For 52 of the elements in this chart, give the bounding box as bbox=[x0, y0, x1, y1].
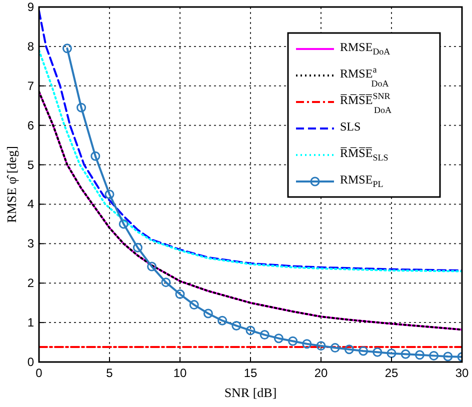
point bbox=[443, 352, 453, 362]
x-tick-label: 20 bbox=[314, 366, 328, 380]
point bbox=[189, 300, 199, 310]
point bbox=[90, 151, 100, 161]
point bbox=[302, 339, 312, 349]
point bbox=[358, 346, 368, 356]
y-tick-label: 4 bbox=[27, 197, 34, 212]
point bbox=[232, 320, 242, 330]
point bbox=[62, 44, 72, 54]
y-tick-label: 0 bbox=[27, 355, 34, 369]
x-tick-label: 30 bbox=[455, 366, 469, 380]
x-tick-label: 15 bbox=[244, 366, 258, 380]
point bbox=[414, 350, 424, 360]
x-tick-label: 25 bbox=[384, 366, 398, 380]
legend-label: SLS bbox=[340, 120, 361, 134]
point bbox=[118, 219, 128, 229]
point bbox=[288, 336, 298, 346]
x-tick-label: 0 bbox=[36, 366, 43, 380]
point bbox=[260, 330, 270, 340]
point bbox=[344, 344, 354, 354]
point bbox=[132, 242, 142, 252]
x-tick-label: 10 bbox=[173, 366, 187, 380]
y-tick-label: 7 bbox=[27, 78, 34, 93]
y-tick-label: 2 bbox=[27, 276, 34, 290]
y-tick-label: 1 bbox=[27, 316, 34, 330]
point bbox=[104, 190, 114, 200]
point bbox=[246, 326, 256, 336]
y-axis-title: RMSE φ̂ [deg] bbox=[4, 146, 19, 223]
y-tick-label: 6 bbox=[27, 118, 34, 132]
y-tick-label: 3 bbox=[27, 236, 34, 251]
legend-label: R̅M̅S̅E̅$_{SLS}$ bbox=[340, 146, 388, 163]
y-tick-label: 8 bbox=[27, 39, 34, 54]
point bbox=[372, 347, 382, 357]
x-axis-title: SNR [dB] bbox=[224, 385, 277, 400]
point bbox=[203, 308, 213, 318]
x-tick-label: 5 bbox=[106, 366, 114, 380]
legend-label: RMSE$_{DoA}$ bbox=[340, 40, 391, 57]
point bbox=[175, 289, 185, 299]
point bbox=[218, 316, 228, 326]
point bbox=[316, 341, 326, 351]
point bbox=[161, 278, 171, 288]
point bbox=[330, 343, 340, 353]
y-tick-label: 5 bbox=[27, 158, 34, 172]
point bbox=[400, 349, 410, 359]
legend-label: RMSE$_{PL}$ bbox=[340, 172, 384, 190]
point bbox=[274, 334, 284, 344]
point bbox=[429, 350, 439, 360]
point bbox=[147, 262, 157, 272]
point bbox=[76, 102, 86, 112]
y-tick-label: 9 bbox=[27, 0, 34, 14]
point bbox=[386, 348, 396, 358]
line-series bbox=[39, 10, 462, 272]
